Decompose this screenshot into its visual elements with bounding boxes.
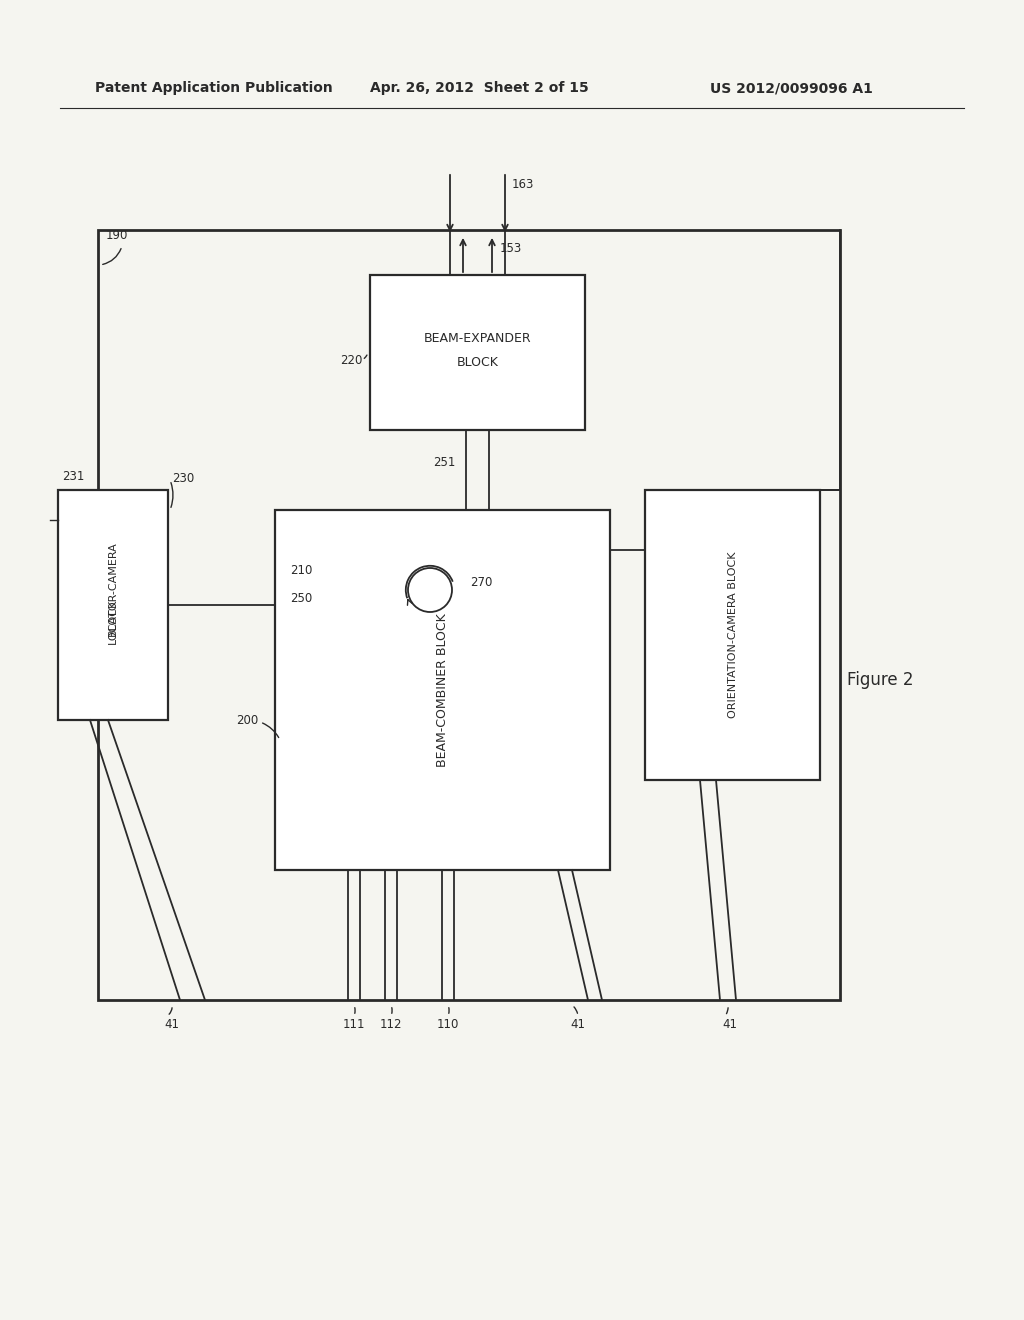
Text: BEAM-EXPANDER: BEAM-EXPANDER: [424, 333, 531, 345]
Text: 110: 110: [437, 1018, 459, 1031]
FancyArrowPatch shape: [726, 1007, 728, 1014]
FancyArrowPatch shape: [365, 355, 367, 359]
Text: US 2012/0099096 A1: US 2012/0099096 A1: [710, 81, 872, 95]
Text: 163: 163: [512, 178, 535, 191]
Text: BEAM-COMBINER BLOCK: BEAM-COMBINER BLOCK: [436, 612, 449, 767]
Text: 250: 250: [290, 591, 312, 605]
Text: Patent Application Publication: Patent Application Publication: [95, 81, 333, 95]
Text: 41: 41: [723, 1018, 737, 1031]
Text: 111: 111: [343, 1018, 366, 1031]
FancyArrowPatch shape: [169, 1007, 172, 1014]
FancyArrowPatch shape: [102, 248, 121, 264]
Text: 41: 41: [165, 1018, 179, 1031]
Bar: [58, 490, 168, 719]
Text: 220: 220: [340, 354, 362, 367]
FancyArrowPatch shape: [171, 483, 173, 507]
FancyArrowPatch shape: [574, 1007, 578, 1014]
Text: 41: 41: [570, 1018, 586, 1031]
Text: 200: 200: [236, 714, 258, 726]
Bar: [645, 490, 820, 780]
Text: Apr. 26, 2012  Sheet 2 of 15: Apr. 26, 2012 Sheet 2 of 15: [370, 81, 589, 95]
Text: 210: 210: [290, 564, 312, 577]
Text: BLOCK: BLOCK: [108, 598, 118, 636]
Text: 112: 112: [380, 1018, 402, 1031]
Text: LOCATOR-CAMERA: LOCATOR-CAMERA: [108, 541, 118, 644]
Text: 270: 270: [470, 576, 493, 589]
Text: BLOCK: BLOCK: [457, 356, 499, 370]
Text: ORIENTATION-CAMERA BLOCK: ORIENTATION-CAMERA BLOCK: [727, 552, 737, 718]
Bar: [98, 230, 840, 1001]
Text: 153: 153: [500, 242, 522, 255]
Text: 231: 231: [62, 470, 84, 483]
Text: 251: 251: [433, 455, 456, 469]
Bar: [370, 275, 585, 430]
FancyArrowPatch shape: [262, 723, 279, 738]
Text: Figure 2: Figure 2: [847, 671, 913, 689]
Text: 190: 190: [106, 228, 128, 242]
Text: 230: 230: [172, 471, 195, 484]
Bar: [275, 510, 610, 870]
